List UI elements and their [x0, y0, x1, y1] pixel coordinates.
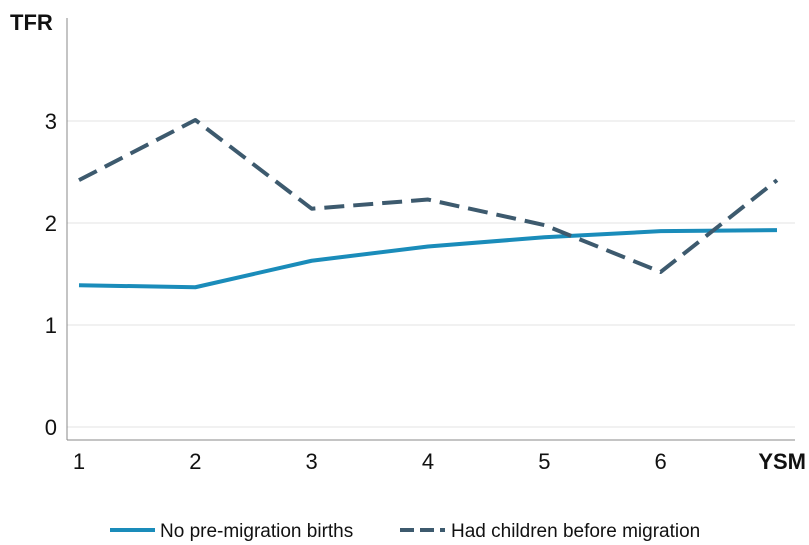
y-tick-labels: 0 1 2 3 — [45, 109, 57, 440]
legend: No pre-migration births Had children bef… — [110, 521, 700, 542]
y-tick-label: 1 — [45, 313, 57, 338]
axes — [66, 18, 795, 441]
gridlines — [67, 120, 795, 428]
legend-label-no-pre-migration-births: No pre-migration births — [160, 521, 353, 542]
x-tick-label: 2 — [189, 449, 201, 474]
y-tick-label: 2 — [45, 211, 57, 236]
x-tick-label: 1 — [73, 449, 85, 474]
x-tick-label: 5 — [538, 449, 550, 474]
series-line-had-children-before-migration — [78, 117, 779, 274]
y-tick-label: 3 — [45, 109, 57, 134]
x-tick-label: 6 — [655, 449, 667, 474]
y-axis-title: TFR — [10, 10, 53, 35]
x-tick-label: 3 — [306, 449, 318, 474]
series-line-no-pre-migration-births — [78, 228, 778, 290]
x-axis-title: YSM — [758, 449, 806, 474]
x-tick-labels: 1 2 3 4 5 6 — [73, 449, 667, 474]
legend-label-had-children-before-migration: Had children before migration — [451, 521, 700, 542]
series-layer — [78, 117, 779, 290]
y-tick-label: 0 — [45, 415, 57, 440]
x-tick-label: 4 — [422, 449, 434, 474]
